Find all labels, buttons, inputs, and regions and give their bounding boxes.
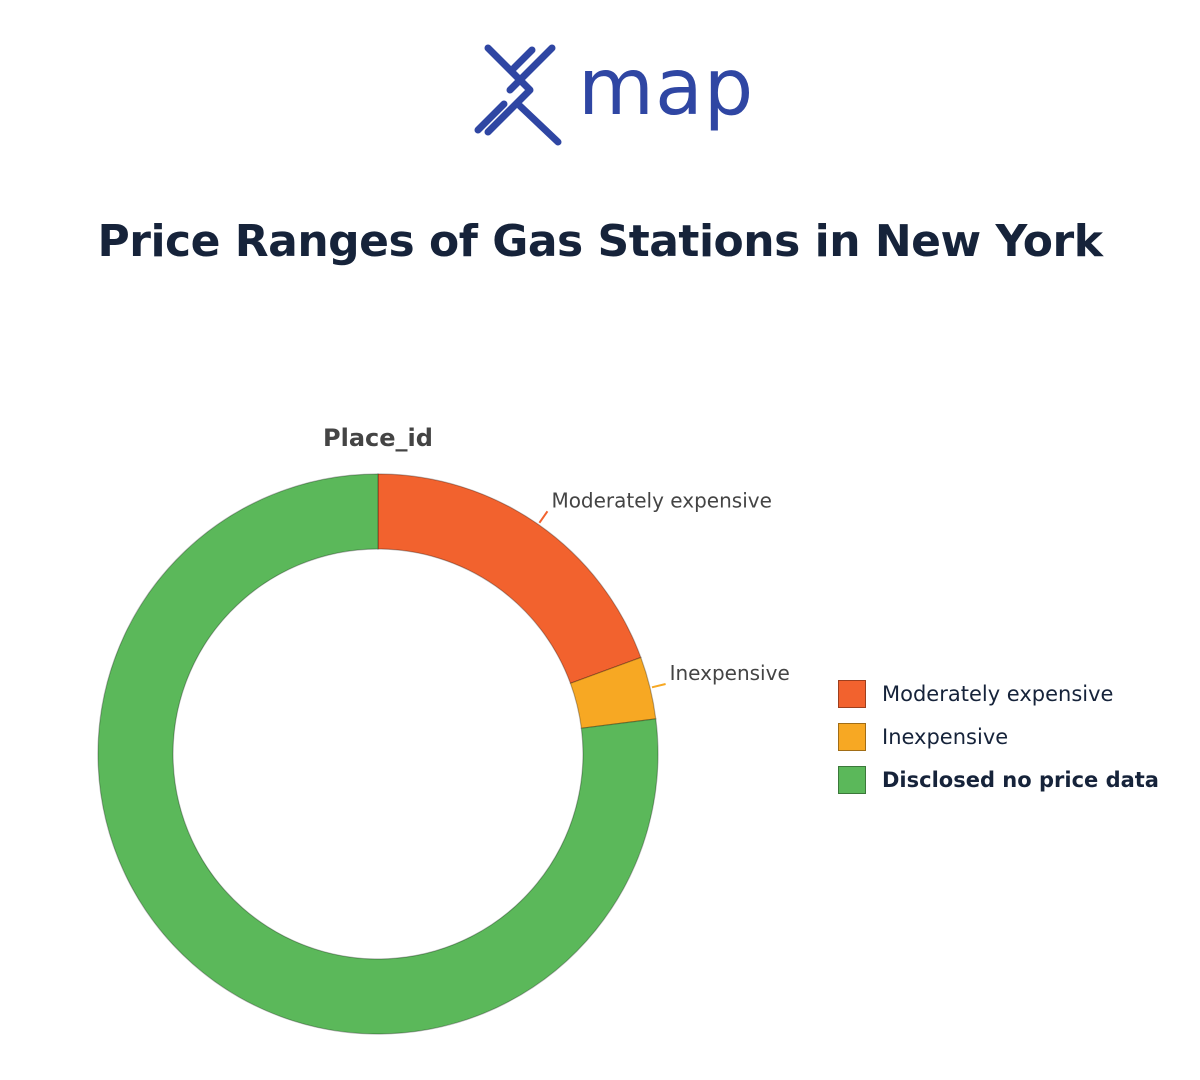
callout-line-inexpensive (651, 683, 666, 689)
legend-swatch-moderately-expensive (838, 679, 866, 708)
chart-legend: Moderately expensive Inexpensive Disclosed… (838, 672, 1159, 801)
brand-wordmark: map (578, 43, 755, 133)
legend-item-disclosed-no-price-data[interactable]: Disclosed no price data (838, 758, 1159, 801)
legend-label-disclosed-no-price-data: Disclosed no price data (882, 767, 1159, 792)
legend-item-moderately-expensive[interactable]: Moderately expensive (838, 672, 1159, 715)
legend-swatch-disclosed-no-price-data (838, 765, 866, 794)
page-title: Price Ranges of Gas Stations in New York (97, 216, 1103, 267)
chart-title: Place_id (323, 424, 433, 452)
legend-label-moderately-expensive: Moderately expensive (882, 681, 1114, 706)
slice-disclosed-no-price-data[interactable] (97, 473, 659, 1035)
legend-label-inexpensive: Inexpensive (882, 724, 1009, 749)
legend-swatch-inexpensive (838, 722, 866, 751)
slice-callouts: Moderately expensive Inexpensive (538, 488, 790, 689)
slice-label-inexpensive: Inexpensive (670, 661, 790, 685)
callout-line-moderately-expensive (538, 510, 549, 524)
legend-item-inexpensive[interactable]: Inexpensive (838, 715, 1159, 758)
brand-logo: map (470, 40, 753, 150)
slice-moderately-expensive[interactable] (377, 473, 642, 685)
donut-slices (97, 473, 659, 1035)
xmap-logo-icon (474, 44, 562, 146)
slice-label-moderately-expensive: Moderately expensive (551, 488, 771, 512)
